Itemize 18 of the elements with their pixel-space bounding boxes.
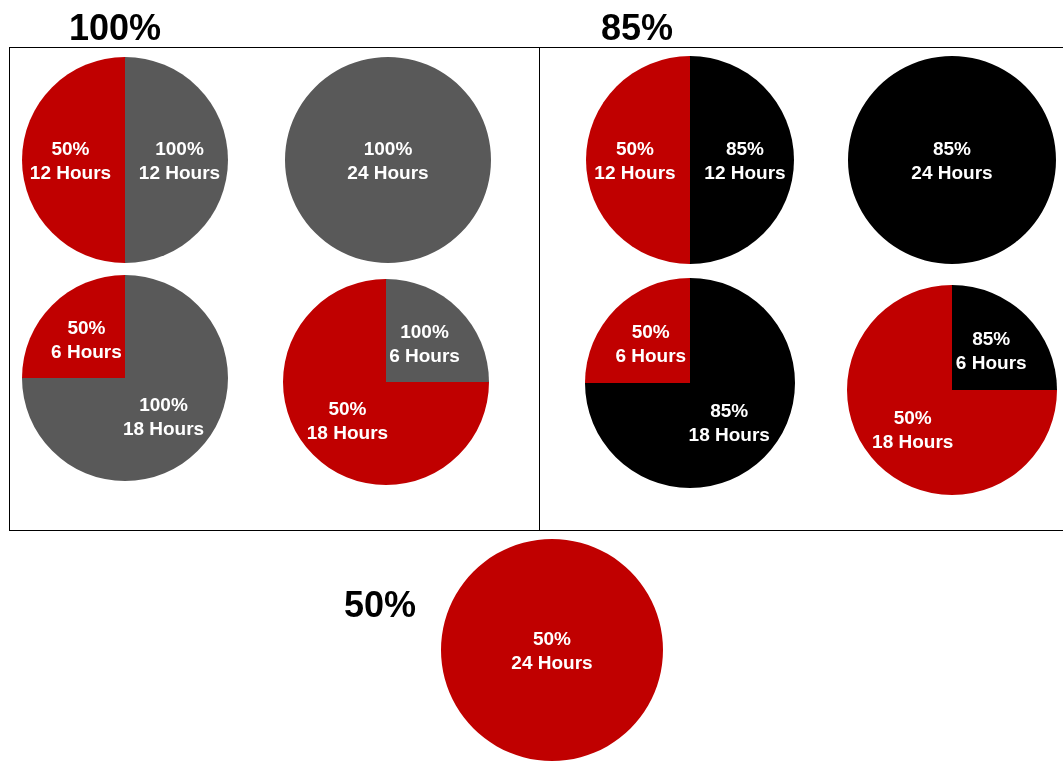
slice-label: 50% 6 Hours [51,316,122,362]
slice-label: 100% 6 Hours [389,320,460,366]
chart-title: 85% [600,7,674,49]
slice-label: 85% 24 Hours [911,137,993,183]
slice-label: 100% 12 Hours [138,137,221,183]
slice-label: 100% 24 Hours [347,137,429,183]
slice-label: 50% 18 Hours [872,406,954,452]
text: 50% [343,584,417,626]
slice-label: 50% 12 Hours [29,137,112,183]
slice-label: 50% 6 Hours [615,321,687,367]
slice-label: 85% 18 Hours [688,399,770,445]
slice-label: 50% 12 Hours [594,137,676,183]
slice-label: 50% 18 Hours [306,398,389,444]
slice-label: 85% 12 Hours [704,137,786,183]
slice-label: 100% 18 Hours [122,394,205,440]
slice-label: 85% 6 Hours [955,328,1027,374]
slice-label: 50% 24 Hours [511,627,593,673]
chart-title: 100% [68,7,162,49]
